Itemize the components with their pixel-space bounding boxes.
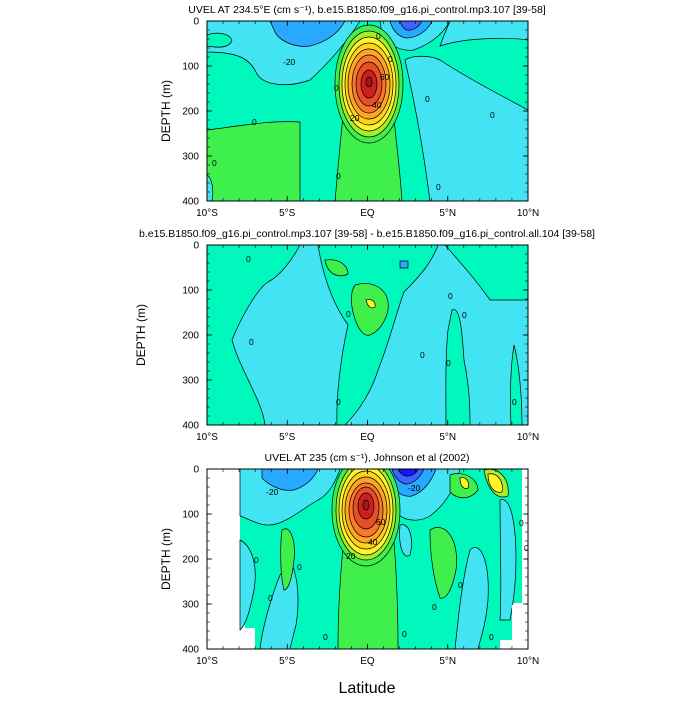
svg-text:60: 60 [380, 72, 390, 82]
panel-observations: UVEL AT 235 (cm s⁻¹), Johnson et al (200… [159, 452, 539, 667]
core-rings [334, 24, 404, 144]
svg-text:40: 40 [372, 100, 382, 110]
svg-text:0: 0 [254, 555, 259, 565]
y-tick-label: 200 [182, 331, 199, 342]
svg-text:0: 0 [252, 117, 257, 127]
x-tick-label: 10°S [196, 432, 218, 443]
svg-text:0: 0 [519, 518, 524, 528]
west-region [207, 245, 301, 425]
y-axis-label: DEPTH (m) [159, 80, 173, 142]
svg-text:0: 0 [512, 397, 517, 407]
svg-text:0: 0 [388, 54, 393, 64]
y-tick-label: 100 [182, 510, 199, 521]
svg-text:0: 0 [323, 632, 328, 642]
svg-text:0: 0 [490, 110, 495, 120]
x-tick-label: 10°S [196, 656, 218, 667]
svg-text:20: 20 [346, 551, 356, 561]
x-tick-label: 5°S [279, 656, 296, 667]
y-tick-label: 0 [193, 465, 199, 476]
svg-text:0: 0 [297, 562, 302, 572]
svg-text:0: 0 [334, 83, 339, 93]
y-tick-label: 300 [182, 376, 199, 387]
svg-text:0: 0 [462, 310, 467, 320]
lower-band [207, 121, 301, 201]
svg-text:0: 0 [246, 254, 251, 264]
x-tick-label: 5°S [279, 208, 296, 219]
y-tick-label: 0 [193, 241, 199, 252]
panel-difference: b.e15.B1850.f09_g16.pi_control.mp3.107 [… [134, 228, 595, 443]
svg-text:0: 0 [425, 94, 430, 104]
svg-text:-20: -20 [408, 483, 421, 493]
x-tick-label: 10°N [517, 432, 539, 443]
y-axis-label: DEPTH (m) [134, 304, 148, 366]
y-tick-label: 100 [182, 62, 199, 73]
y-tick-label: 400 [182, 197, 199, 208]
svg-text:0: 0 [336, 171, 341, 181]
contour-labels: -20 -20 20 40 60 0 0 0 0 0 0 0 0 0 0 [254, 483, 529, 642]
x-tick-label: 10°N [517, 656, 539, 667]
y-tick-label: 200 [182, 555, 199, 566]
svg-text:0: 0 [376, 31, 381, 41]
svg-text:0: 0 [458, 580, 463, 590]
svg-text:0: 0 [249, 337, 254, 347]
y-tick-label: 400 [182, 645, 199, 656]
y-tick-label: 300 [182, 600, 199, 611]
x-tick-label: 5°N [439, 656, 456, 667]
x-axis-label: Latitude [339, 680, 396, 697]
x-tick-label: 5°S [279, 432, 296, 443]
y-tick-label: 0 [193, 17, 199, 28]
svg-text:-20: -20 [266, 487, 279, 497]
svg-text:0: 0 [489, 632, 494, 642]
x-tick-label: 10°N [517, 208, 539, 219]
central-region [317, 245, 439, 425]
panel-title: b.e15.B1850.f09_g16.pi_control.mp3.107 [… [139, 228, 595, 240]
svg-text:40: 40 [368, 537, 378, 547]
svg-text:-20: -20 [283, 57, 296, 67]
contour-labels: -20 0 0 0 0 0 0 0 0 20 40 60 0 [212, 31, 495, 192]
panel-title: UVEL AT 235 (cm s⁻¹), Johnson et al (200… [265, 452, 470, 464]
svg-text:0: 0 [346, 309, 351, 319]
svg-text:0: 0 [524, 543, 529, 553]
x-tick-label: EQ [360, 656, 375, 667]
svg-text:0: 0 [402, 629, 407, 639]
y-tick-label: 400 [182, 421, 199, 432]
x-tick-label: EQ [360, 208, 375, 219]
svg-text:0: 0 [212, 158, 217, 168]
contour-labels: 0 0 0 0 0 0 0 0 0 [246, 254, 517, 407]
svg-text:0: 0 [446, 358, 451, 368]
svg-text:0: 0 [336, 397, 341, 407]
y-tick-label: 300 [182, 152, 199, 163]
svg-text:20: 20 [350, 113, 360, 123]
svg-text:0: 0 [420, 350, 425, 360]
x-tick-label: EQ [360, 432, 375, 443]
y-tick-label: 100 [182, 286, 199, 297]
svg-text:0: 0 [432, 602, 437, 612]
panel-title: UVEL AT 234.5°E (cm s⁻¹), b.e15.B1850.f0… [188, 4, 546, 16]
svg-text:0: 0 [448, 291, 453, 301]
svg-text:0: 0 [268, 593, 273, 603]
x-tick-label: 5°N [439, 208, 456, 219]
x-tick-label: 10°S [196, 208, 218, 219]
svg-text:0: 0 [436, 182, 441, 192]
y-axis-label: DEPTH (m) [159, 528, 173, 590]
panel-model: UVEL AT 234.5°E (cm s⁻¹), b.e15.B1850.f0… [159, 4, 546, 219]
x-tick-label: 5°N [439, 432, 456, 443]
svg-text:60: 60 [376, 517, 386, 527]
core-rings [331, 469, 401, 567]
y-tick-label: 200 [182, 107, 199, 118]
